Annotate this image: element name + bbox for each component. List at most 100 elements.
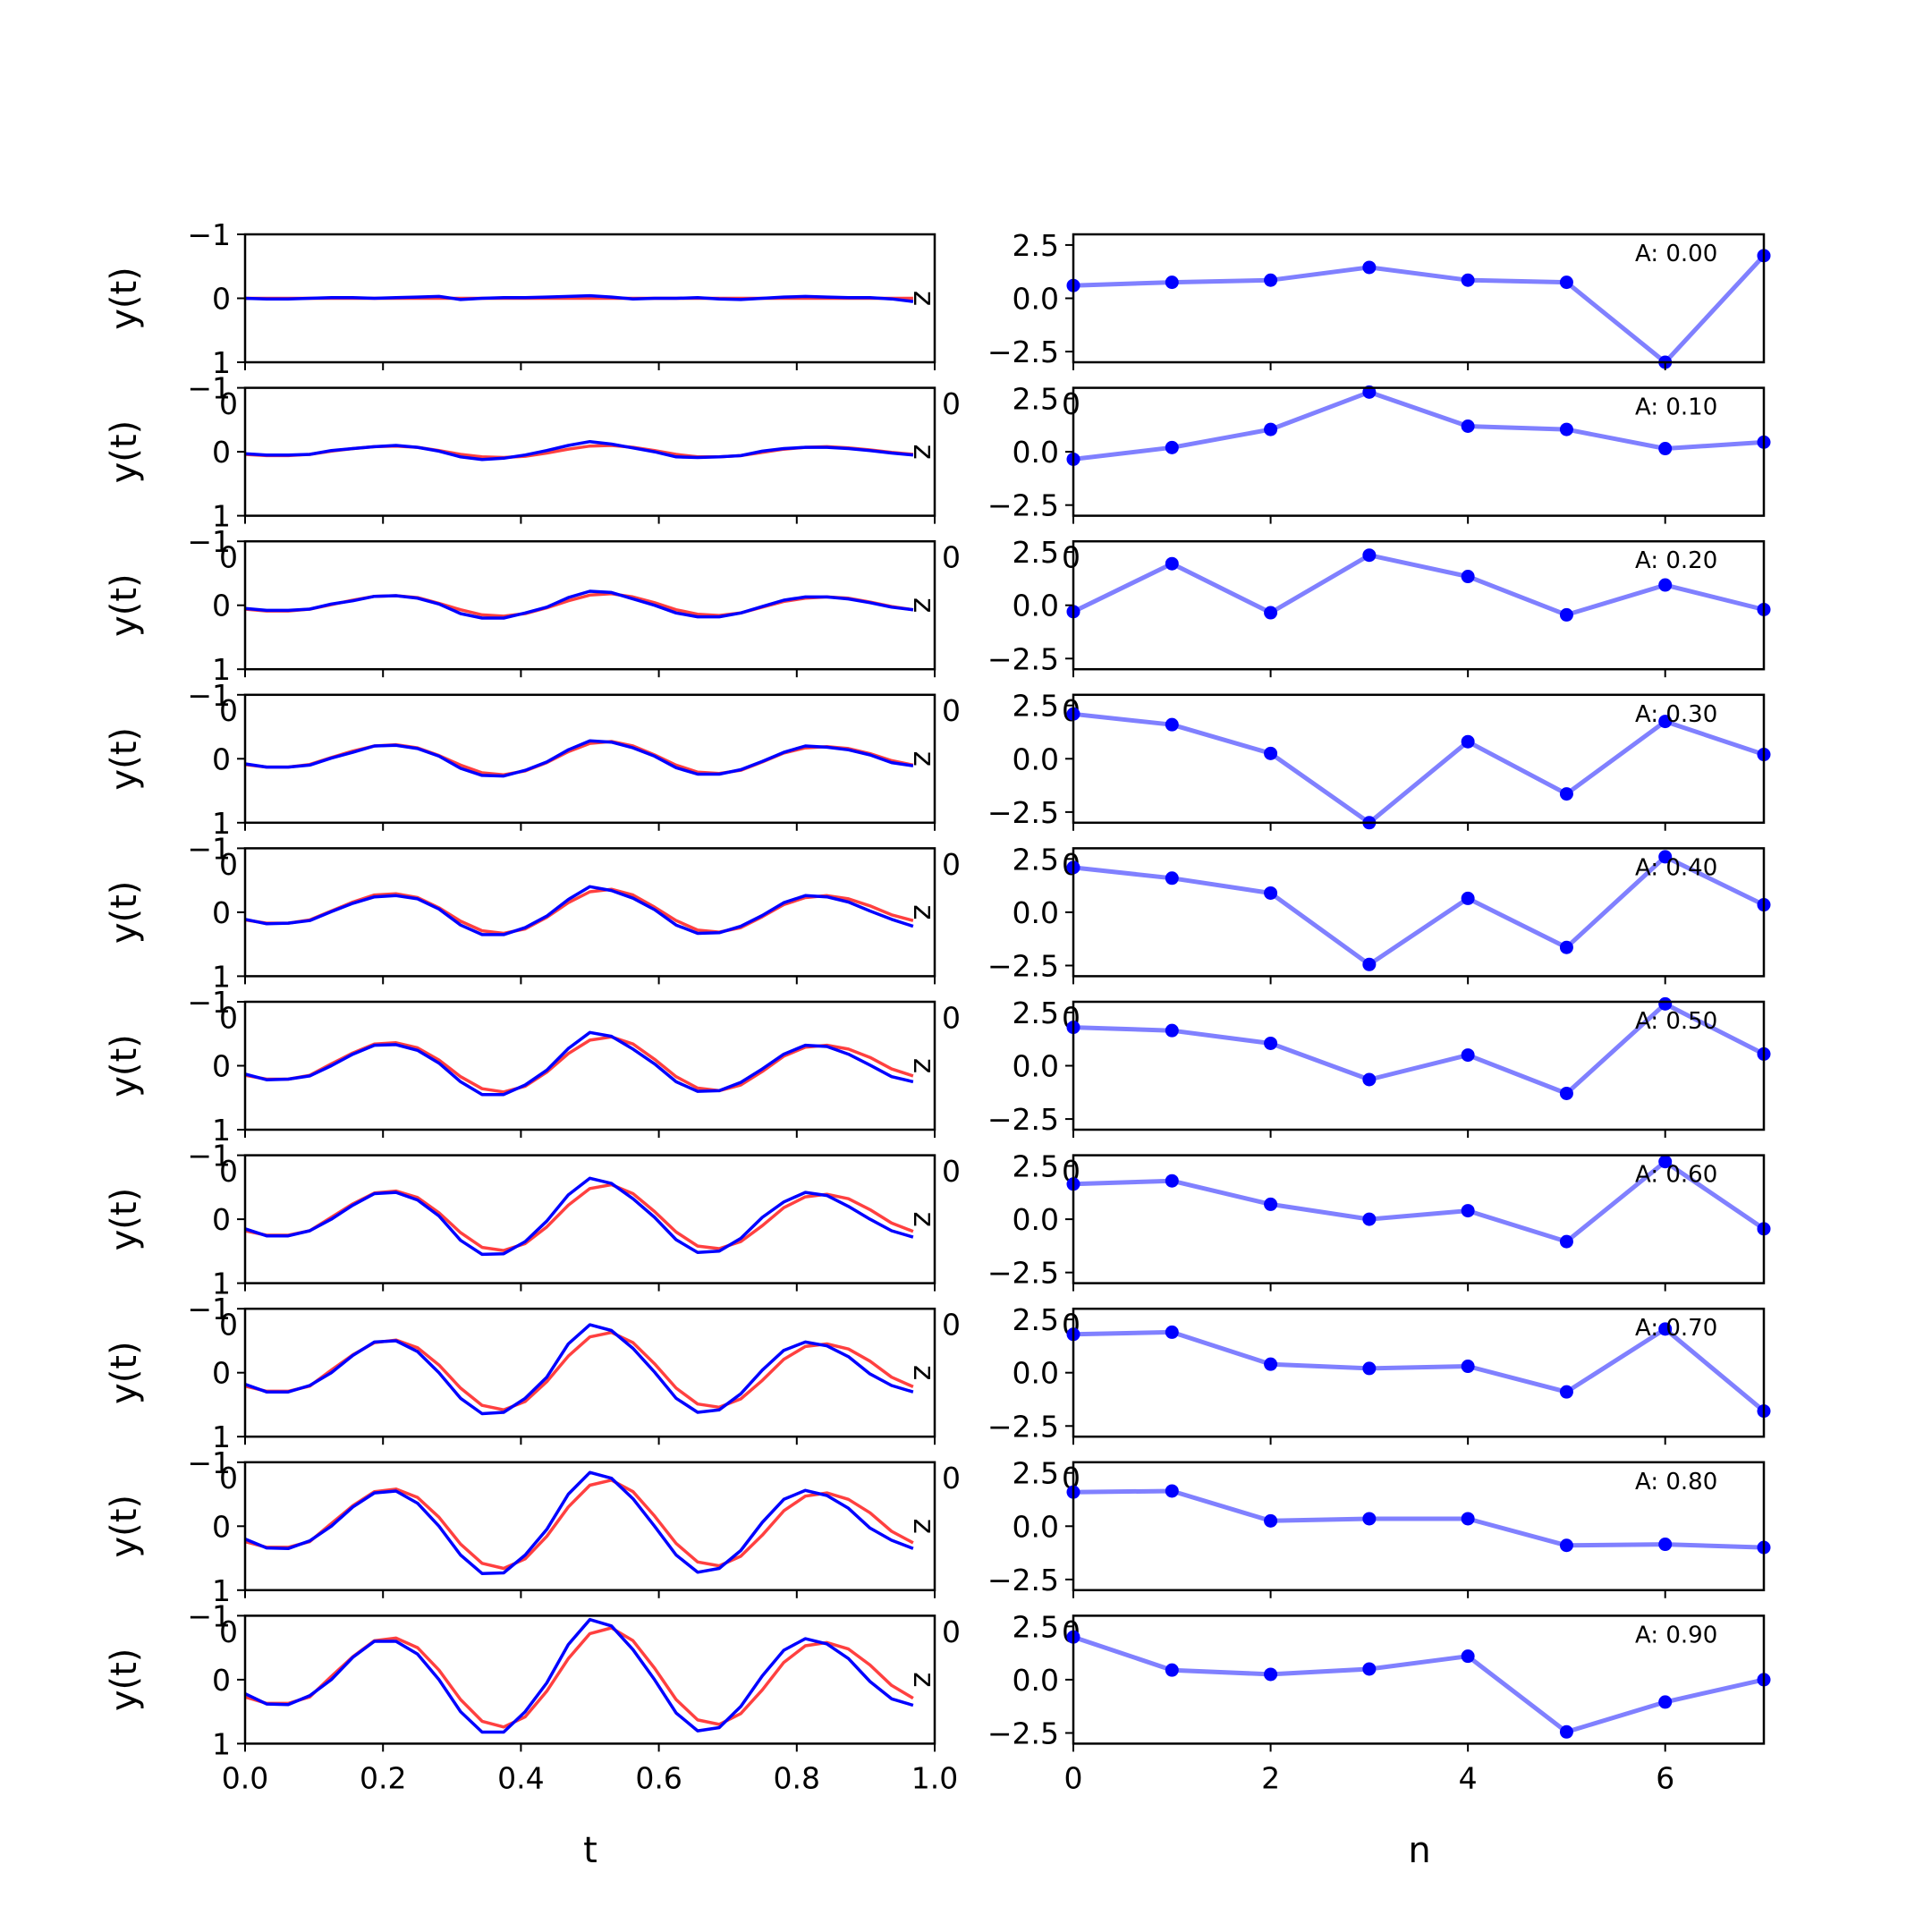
y-tick-label: −1 xyxy=(187,1139,231,1174)
overlap-text: 0 xyxy=(1062,540,1080,575)
data-point xyxy=(1165,440,1179,454)
overlap-text: 0 xyxy=(219,1308,238,1343)
data-point xyxy=(1658,715,1673,729)
x-tick-label: 1.0 xyxy=(911,1760,958,1795)
overlap-text: 0 xyxy=(942,540,961,575)
right-panel-4: 2.50.0−2.5A: 0.400 xyxy=(987,842,1771,1035)
z-label: z xyxy=(907,1058,942,1073)
y-tick-label: 0 xyxy=(212,1356,231,1391)
blue-signal-line xyxy=(244,1617,914,1734)
data-point xyxy=(1461,891,1475,905)
y-tick-label: 1 xyxy=(212,1573,231,1608)
y-tick-label: 0 xyxy=(212,741,231,776)
stem-line xyxy=(1072,854,1766,967)
data-point xyxy=(1165,556,1179,571)
y-axis-label: y(t) xyxy=(104,1034,145,1097)
x-tick-label: 0.4 xyxy=(497,1760,544,1795)
axes-frame xyxy=(1072,1614,1766,1745)
data-point xyxy=(1362,1212,1377,1226)
axes-frame xyxy=(243,386,936,517)
y-tick-label: −2.5 xyxy=(987,1716,1059,1750)
amplitude-annotation: A: 0.30 xyxy=(1635,701,1717,728)
y-tick-label: 1 xyxy=(212,652,231,687)
data-point xyxy=(1559,1538,1573,1553)
data-point xyxy=(1264,1036,1278,1050)
data-point xyxy=(1362,260,1377,275)
z-label: z xyxy=(907,1365,942,1380)
blue-signal-line xyxy=(244,293,914,303)
overlap-text: 0 xyxy=(942,1614,961,1649)
data-point xyxy=(1658,1322,1673,1336)
axes-frame xyxy=(243,539,936,671)
x-tick-label: 6 xyxy=(1656,1760,1674,1795)
axes-frame xyxy=(243,233,936,364)
z-label: z xyxy=(907,1672,942,1687)
y-tick-label: 2.5 xyxy=(1013,228,1059,263)
y-tick-label: 0 xyxy=(212,1202,231,1237)
right-panel-3: 2.50.0−2.5A: 0.300 xyxy=(987,689,1771,882)
data-point xyxy=(1264,1197,1278,1211)
right-panel-2: 2.5 0.0 −2.5 A: 0.20 0 xyxy=(987,535,1771,728)
y-tick-label: 2.5 xyxy=(1013,996,1059,1030)
z-label: z xyxy=(907,904,942,919)
data-point xyxy=(1658,442,1673,456)
axes-frame xyxy=(243,1000,936,1131)
data-point xyxy=(1165,1484,1179,1498)
y-tick-label: 0.0 xyxy=(1013,895,1059,930)
data-point xyxy=(1461,1512,1475,1526)
data-point xyxy=(1362,957,1377,971)
overlap-text: 0 xyxy=(942,847,961,882)
data-point xyxy=(1165,717,1179,732)
axes-frame xyxy=(243,1614,936,1745)
y-axis-label: y(t) xyxy=(104,420,145,484)
y-axis-label: y(t) xyxy=(104,1341,145,1404)
y-tick-label: −1 xyxy=(187,524,231,559)
data-point xyxy=(1362,548,1377,563)
z-label: z xyxy=(907,291,942,306)
blue-signal-line xyxy=(244,439,914,462)
axes-frame xyxy=(243,847,936,978)
amplitude-annotation: A: 0.60 xyxy=(1635,1162,1717,1189)
y-tick-label: 0.0 xyxy=(1013,1663,1059,1698)
data-point xyxy=(1461,273,1475,287)
z-label: z xyxy=(907,1519,942,1534)
data-point xyxy=(1559,275,1573,290)
data-point xyxy=(1559,422,1573,436)
data-point xyxy=(1165,1023,1179,1038)
y-axis-label: y(t) xyxy=(104,267,145,330)
y-tick-label: 2.5 xyxy=(1013,689,1059,724)
y-axis-label: y(t) xyxy=(104,573,145,637)
y-tick-label: 1 xyxy=(212,499,231,534)
overlap-text: 0 xyxy=(219,847,238,882)
blue-signal-line xyxy=(244,589,914,620)
y-tick-label: 1 xyxy=(212,345,231,380)
y-tick-label: 2.5 xyxy=(1013,1149,1059,1184)
data-point xyxy=(1559,1086,1573,1100)
y-tick-label: −2.5 xyxy=(987,641,1059,676)
data-point xyxy=(1165,871,1179,886)
x-tick-label: 2 xyxy=(1261,1760,1280,1795)
axes-frame xyxy=(1072,847,1766,978)
stem-line xyxy=(1072,254,1766,365)
overlap-text: 0 xyxy=(219,693,238,728)
axes-frame xyxy=(1072,539,1766,671)
overlap-text: 0 xyxy=(219,1154,238,1189)
blue-signal-line xyxy=(244,1030,914,1097)
stem-line xyxy=(1072,711,1765,826)
data-point xyxy=(1658,1155,1673,1169)
data-point xyxy=(1658,996,1673,1011)
data-point xyxy=(1658,1538,1673,1552)
data-point xyxy=(1165,1174,1179,1188)
y-tick-label: 0 xyxy=(212,1049,231,1084)
y-tick-label: 0.0 xyxy=(1013,741,1059,776)
data-point xyxy=(1559,787,1573,801)
overlap-text: 0 xyxy=(219,386,238,421)
overlap-text: 0 xyxy=(942,1000,961,1035)
red-signal-line xyxy=(244,1626,914,1729)
y-tick-label: −2.5 xyxy=(987,335,1059,369)
